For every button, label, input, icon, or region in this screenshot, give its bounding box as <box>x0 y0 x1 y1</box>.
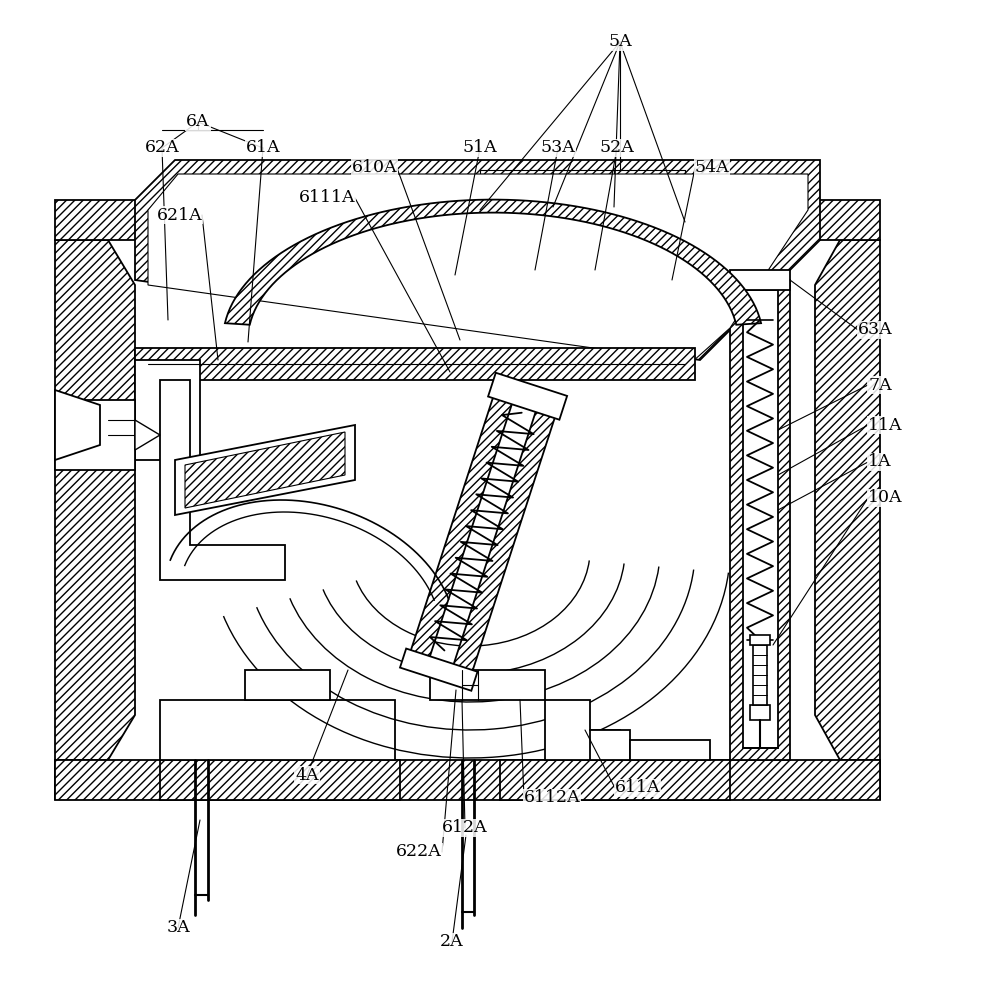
Text: 6111A: 6111A <box>298 190 355 207</box>
Polygon shape <box>160 760 399 800</box>
Polygon shape <box>742 290 777 748</box>
Text: 54A: 54A <box>694 159 729 176</box>
Polygon shape <box>590 730 629 760</box>
Text: 2A: 2A <box>440 934 463 950</box>
Text: 52A: 52A <box>599 139 634 156</box>
Polygon shape <box>135 160 819 360</box>
Text: 6112A: 6112A <box>524 790 580 806</box>
Polygon shape <box>55 760 880 800</box>
Polygon shape <box>55 240 135 800</box>
Text: 5A: 5A <box>607 33 631 50</box>
Polygon shape <box>225 200 760 325</box>
Polygon shape <box>430 670 544 700</box>
Polygon shape <box>814 240 880 800</box>
Polygon shape <box>148 174 808 362</box>
Polygon shape <box>175 425 355 515</box>
Polygon shape <box>629 740 709 760</box>
Text: 11A: 11A <box>867 416 901 434</box>
Polygon shape <box>730 280 789 760</box>
Polygon shape <box>55 390 100 460</box>
Text: 611A: 611A <box>614 780 660 796</box>
Text: 1A: 1A <box>867 454 890 471</box>
Text: 4A: 4A <box>295 766 318 784</box>
Polygon shape <box>487 373 567 420</box>
Polygon shape <box>135 348 694 380</box>
Text: 621A: 621A <box>156 207 202 224</box>
Polygon shape <box>500 760 730 800</box>
Polygon shape <box>135 360 200 460</box>
Polygon shape <box>135 420 160 450</box>
Polygon shape <box>752 645 766 705</box>
Text: 7A: 7A <box>867 376 890 393</box>
Polygon shape <box>399 649 477 691</box>
Polygon shape <box>730 270 789 290</box>
Polygon shape <box>406 379 518 671</box>
Text: 6A: 6A <box>186 113 210 130</box>
Text: 10A: 10A <box>867 489 901 506</box>
Polygon shape <box>449 393 560 684</box>
Polygon shape <box>814 200 880 240</box>
Polygon shape <box>160 380 285 580</box>
Polygon shape <box>749 635 769 645</box>
Polygon shape <box>749 705 769 720</box>
Text: 53A: 53A <box>540 139 575 156</box>
Text: 610A: 610A <box>351 159 396 176</box>
Text: 622A: 622A <box>395 844 442 860</box>
Text: 63A: 63A <box>857 322 891 338</box>
Text: 3A: 3A <box>166 920 189 936</box>
Polygon shape <box>55 200 140 240</box>
Text: 61A: 61A <box>246 139 280 156</box>
Text: 612A: 612A <box>442 820 487 836</box>
Text: 62A: 62A <box>145 139 179 156</box>
Polygon shape <box>245 670 329 700</box>
Polygon shape <box>160 700 394 760</box>
Polygon shape <box>184 432 345 508</box>
Text: 51A: 51A <box>462 139 497 156</box>
Polygon shape <box>55 400 135 470</box>
Polygon shape <box>544 700 619 760</box>
